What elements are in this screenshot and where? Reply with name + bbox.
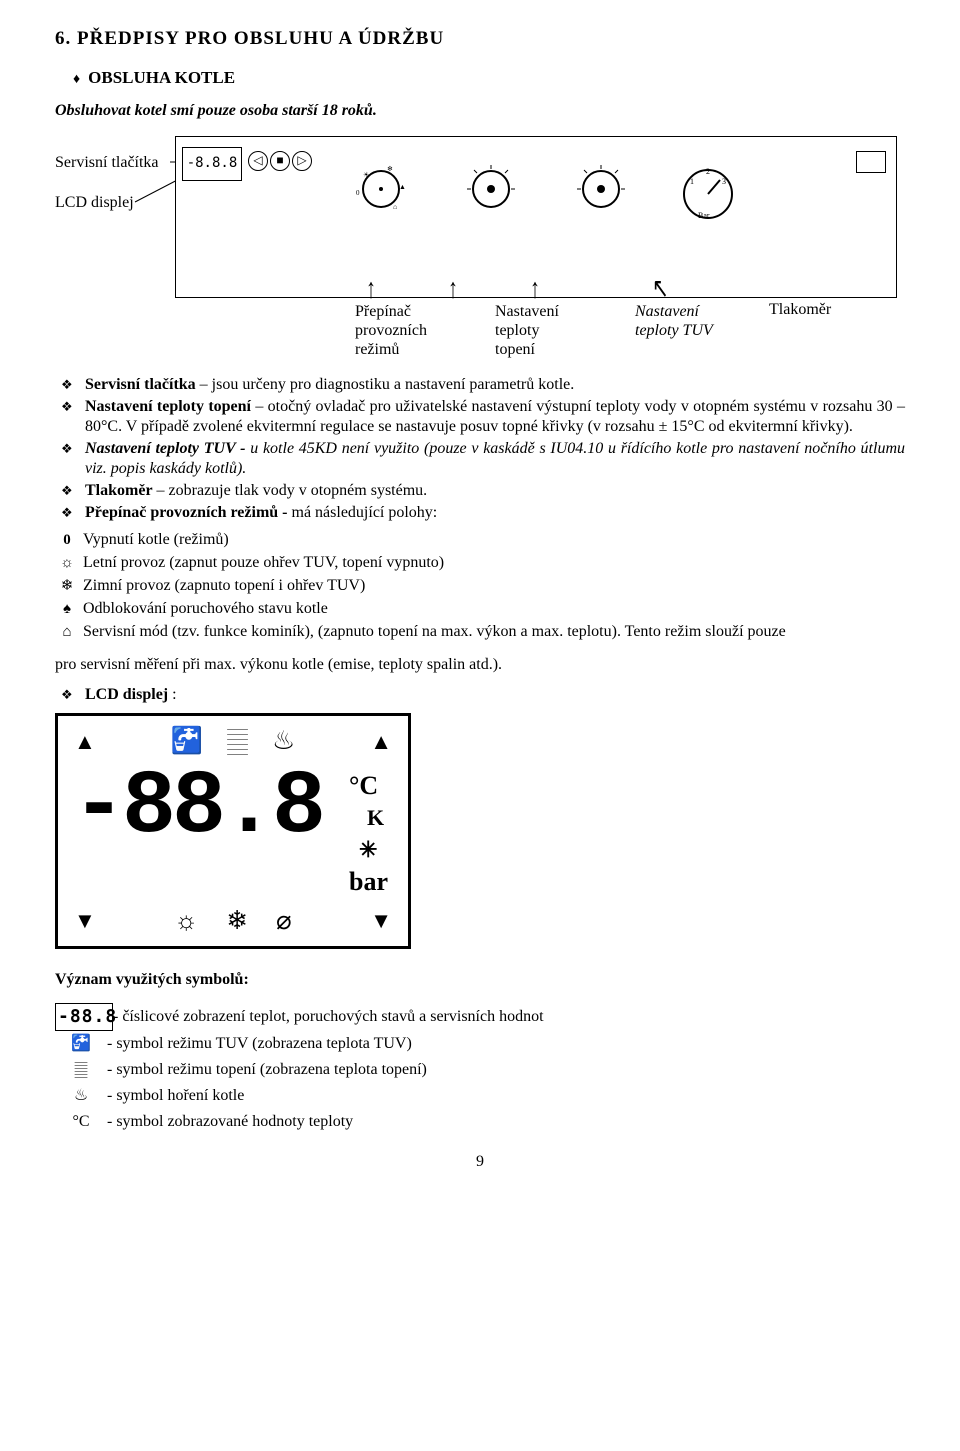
svg-text:3: 3 <box>722 177 726 186</box>
section-subheading: OBSLUHA KOTLE <box>73 68 905 88</box>
svg-text:⌂: ⌂ <box>393 203 397 211</box>
lcd-big-diagram: ▲ 🚰 𝄛 ♨ ▲ -88.8 °C K ✳ bar ▼ ☼ ❄ ⌀ ▼ <box>55 713 411 949</box>
radiator-icon: 𝄛 <box>227 726 248 755</box>
mode-winter: ❄Zimní provoz (zapnuto topení i ohřev TU… <box>55 575 905 597</box>
sun-icon: ☼ <box>55 553 79 574</box>
triangle-down-right-icon: ▼ <box>370 908 392 934</box>
mode-service: ⌂Servisní mód (tzv. funkce kominík), (za… <box>55 621 905 643</box>
caption-tuv-temp: Nastaveníteploty TUV <box>635 302 745 359</box>
main-switch-icon <box>856 151 886 173</box>
meaning-digits: -88.8 - číslicové zobrazení teplot, poru… <box>55 1003 905 1031</box>
flame-icon: ♨ <box>272 726 295 755</box>
svg-text:1: 1 <box>690 177 694 186</box>
sun-icon: ☼ <box>174 906 198 935</box>
svg-text:2: 2 <box>706 167 710 176</box>
meaning-temp: °C - symbol zobrazované hodnoty teploty <box>55 1109 905 1135</box>
snow-icon: ❄ <box>55 576 79 597</box>
control-panel-diagram: -8.8.8 ◁■▷ 0 ☀ ❄ ▲ ⌂ <box>175 136 897 298</box>
meaning-tuv: 🚰 - symbol režimu TUV (zobrazena teplota… <box>55 1031 905 1057</box>
bullet-heating-temp: Nastavení teploty topení – otočný ovlada… <box>55 397 905 437</box>
page-number: 9 <box>55 1153 905 1171</box>
radiator-icon: 𝄛 <box>55 1057 107 1083</box>
chimney-icon: ⌂ <box>55 622 79 643</box>
lcd-small: -8.8.8 <box>182 147 242 181</box>
label-lcd-display: LCD displej <box>55 194 134 212</box>
intro-line: Obsluhovat kotel smí pouze osoba starší … <box>55 102 905 120</box>
svg-text:❄: ❄ <box>387 165 393 173</box>
seven-segment-digits: -88.8 <box>72 768 322 848</box>
caption-mode-switch: Přepínačprovozníchrežimů <box>355 302 465 359</box>
flame-icon: ♨ <box>55 1083 107 1109</box>
crossed-flame-icon: ⌀ <box>276 906 292 935</box>
page-heading: 6. PŘEDPISY PRO OBSLUHU A ÚDRŽBU <box>55 28 905 50</box>
svg-text:Bar: Bar <box>698 211 710 220</box>
ek-icon: ✳ <box>349 834 388 866</box>
degc-icon: °C <box>55 1109 107 1135</box>
bullet-lcd-displej: LCD displej : <box>55 685 905 705</box>
bullet-gauge: Tlakoměr – zobrazuje tlak vody v otopném… <box>55 481 905 501</box>
units-column: °C K ✳ bar <box>349 770 388 898</box>
digits-icon: -88.8 <box>55 1003 113 1031</box>
drop-icon: ♠ <box>55 599 79 620</box>
mode-unlock: ♠Odblokování poruchového stavu kotle <box>55 598 905 620</box>
service-buttons-group: ◁■▷ <box>248 151 314 171</box>
caption-heating-temp: Nastaveníteplotytopení <box>495 302 605 359</box>
dial-tuv-temp <box>566 159 636 229</box>
svg-text:▲: ▲ <box>399 183 406 191</box>
tap-icon: 🚰 <box>55 1031 107 1057</box>
triangle-up-left-icon: ▲ <box>74 729 96 755</box>
meaning-flame: ♨ - symbol hoření kotle <box>55 1083 905 1109</box>
tap-icon: 🚰 <box>171 726 203 755</box>
mode-off: 0Vypnutí kotle (režimů) <box>55 529 905 551</box>
bullet-service-buttons: Servisní tlačítka – jsou určeny pro diag… <box>55 375 905 395</box>
arrow-pointers: ↑↑↑ ↖ <box>366 283 669 295</box>
bullet-tuv-temp: Nastavení teploty TUV - u kotle 45KD nen… <box>55 439 905 479</box>
mode-summer: ☼Letní provoz (zapnut pouze ohřev TUV, t… <box>55 552 905 574</box>
bullet-mode-switch: Přepínač provozních režimů - má následuj… <box>55 503 905 523</box>
label-tlakomer-top: Tlakoměr <box>769 301 831 319</box>
pressure-gauge-icon: Bar 1 2 3 <box>676 162 740 226</box>
label-service-buttons: Servisní tlačítka <box>55 154 159 172</box>
snow-icon: ❄ <box>226 906 248 935</box>
dial-heating-temp <box>456 159 526 229</box>
meaning-heating: 𝄛 - symbol režimu topení (zobrazena tepl… <box>55 1057 905 1083</box>
symbols-meaning-heading: Význam využitých symbolů: <box>55 971 905 989</box>
svg-text:☀: ☀ <box>363 171 369 179</box>
svg-text:0: 0 <box>356 189 360 197</box>
mode-service-continued: pro servisní měření při max. výkonu kotl… <box>55 655 905 675</box>
triangle-down-left-icon: ▼ <box>74 908 96 934</box>
dial-mode: 0 ☀ ❄ ▲ ⌂ <box>346 159 416 229</box>
triangle-up-right-icon: ▲ <box>370 729 392 755</box>
